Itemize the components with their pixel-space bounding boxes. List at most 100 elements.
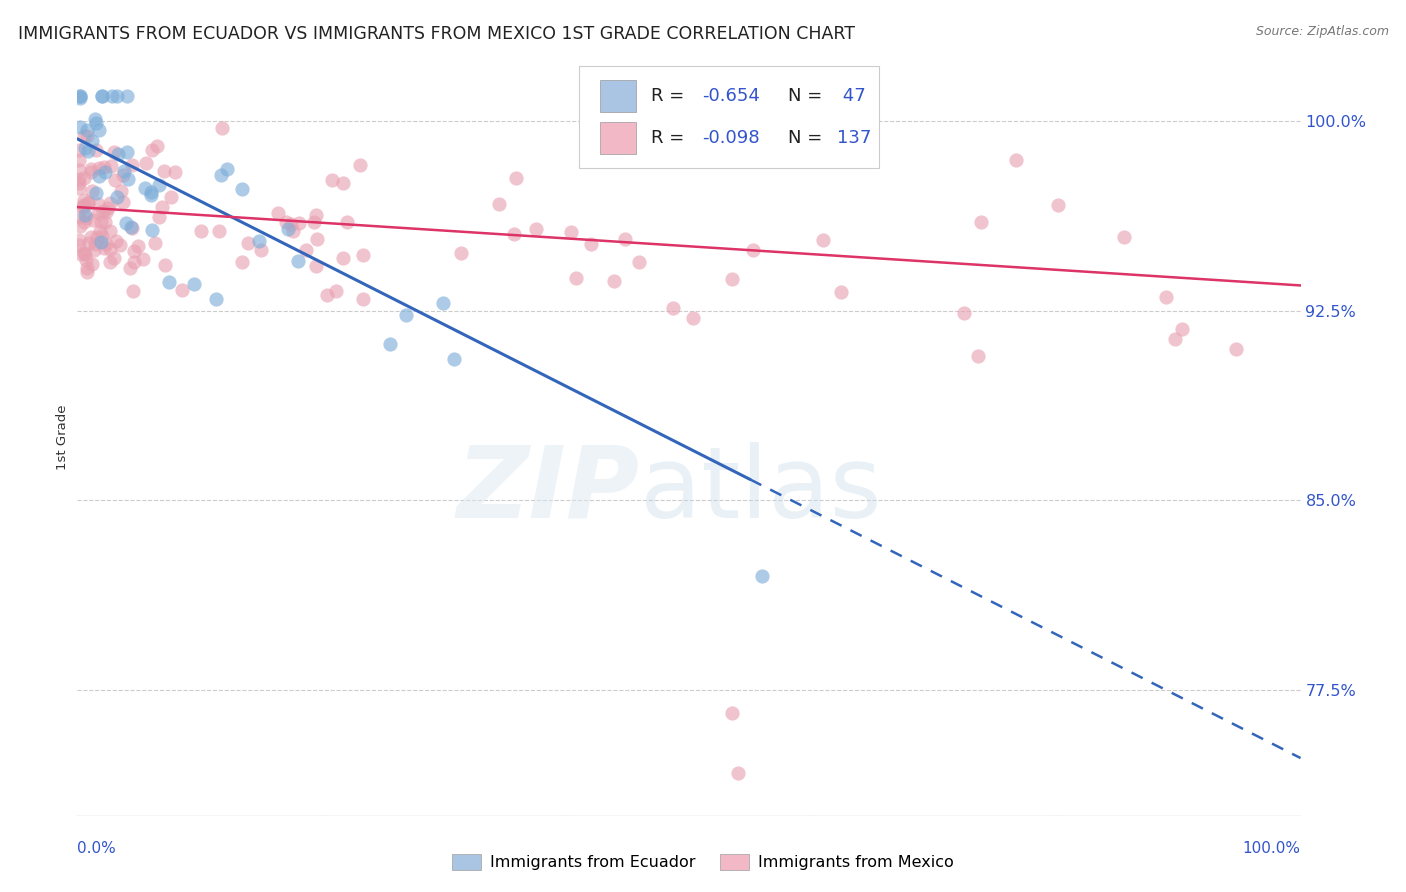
Legend: Immigrants from Ecuador, Immigrants from Mexico: Immigrants from Ecuador, Immigrants from… xyxy=(446,847,960,877)
Point xyxy=(325,285,347,299)
Point xyxy=(332,251,354,265)
Point xyxy=(93,160,115,174)
Point xyxy=(209,168,232,182)
Point xyxy=(100,196,122,211)
Point xyxy=(250,243,273,257)
Point xyxy=(1225,342,1247,356)
Point xyxy=(67,181,90,195)
Point xyxy=(662,301,685,315)
Point xyxy=(73,199,96,213)
Point xyxy=(75,247,97,261)
Text: 137: 137 xyxy=(837,128,872,146)
Point xyxy=(603,274,626,288)
Point xyxy=(87,123,110,137)
Point xyxy=(280,217,302,231)
Point xyxy=(139,188,162,202)
Text: atlas: atlas xyxy=(640,442,882,539)
Point xyxy=(332,176,354,190)
Point xyxy=(69,88,91,103)
Point xyxy=(267,206,290,220)
Point xyxy=(89,161,111,176)
Point xyxy=(432,295,454,310)
Point xyxy=(72,193,94,207)
Point xyxy=(117,172,139,186)
Point xyxy=(75,211,97,226)
Point xyxy=(111,168,134,182)
Point xyxy=(751,569,773,583)
Point xyxy=(565,270,588,285)
Point xyxy=(488,197,510,211)
Point xyxy=(121,157,143,171)
Point xyxy=(87,169,110,183)
Point xyxy=(67,176,90,190)
Point xyxy=(277,221,299,235)
Point xyxy=(150,200,173,214)
Point xyxy=(100,160,122,174)
Point xyxy=(121,220,143,235)
Point xyxy=(98,224,121,238)
Point xyxy=(72,197,94,211)
Point xyxy=(82,213,104,227)
Text: 0.0%: 0.0% xyxy=(77,841,117,856)
Point xyxy=(76,144,98,158)
Point xyxy=(145,139,167,153)
Point xyxy=(502,227,524,242)
Point xyxy=(378,336,401,351)
Point xyxy=(115,145,138,159)
Point xyxy=(720,706,742,720)
Point xyxy=(67,210,90,224)
Point xyxy=(682,311,704,326)
Point xyxy=(118,260,141,275)
Point xyxy=(830,285,852,299)
Point xyxy=(1114,230,1136,244)
Point xyxy=(316,287,339,301)
Point xyxy=(727,766,749,780)
Point xyxy=(208,224,231,238)
Point xyxy=(283,224,305,238)
Point xyxy=(247,234,270,248)
Point xyxy=(72,200,94,214)
Point xyxy=(581,237,603,252)
Text: N =: N = xyxy=(787,87,828,105)
Point xyxy=(966,349,988,363)
Point xyxy=(813,233,835,247)
Point xyxy=(170,283,193,297)
Point xyxy=(295,244,318,258)
Point xyxy=(67,144,90,158)
Point xyxy=(90,215,112,229)
Point xyxy=(287,254,309,268)
Point xyxy=(335,214,357,228)
Point xyxy=(304,214,326,228)
Point xyxy=(742,243,765,257)
Text: IMMIGRANTS FROM ECUADOR VS IMMIGRANTS FROM MEXICO 1ST GRADE CORRELATION CHART: IMMIGRANTS FROM ECUADOR VS IMMIGRANTS FR… xyxy=(18,25,855,43)
Point xyxy=(124,244,146,258)
FancyBboxPatch shape xyxy=(599,80,637,112)
Point xyxy=(141,143,163,157)
Point xyxy=(80,185,103,199)
Point xyxy=(443,352,465,367)
Point xyxy=(108,238,131,252)
Point xyxy=(165,165,187,179)
Point xyxy=(67,171,90,186)
Point xyxy=(211,121,233,136)
Point xyxy=(94,236,117,251)
Point xyxy=(93,242,115,256)
Point xyxy=(101,88,124,103)
Point xyxy=(75,252,97,267)
Point xyxy=(94,205,117,219)
Point xyxy=(110,184,132,198)
Point xyxy=(105,88,128,103)
Point xyxy=(287,216,309,230)
Point xyxy=(83,243,105,257)
Point xyxy=(121,219,143,234)
Point xyxy=(80,230,103,244)
Y-axis label: 1st Grade: 1st Grade xyxy=(56,404,69,470)
Point xyxy=(614,232,637,246)
Point xyxy=(1046,197,1069,211)
Text: N =: N = xyxy=(787,128,828,146)
Point xyxy=(67,234,90,248)
Point xyxy=(67,238,90,252)
Point xyxy=(84,186,107,200)
Point xyxy=(76,195,98,210)
Point xyxy=(72,215,94,229)
